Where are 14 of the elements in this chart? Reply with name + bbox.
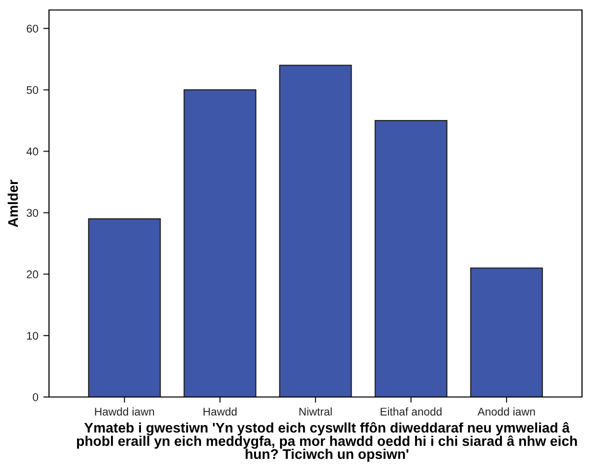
x-tick-label: Hawdd bbox=[204, 407, 237, 416]
x-tick-label: Eithaf anodd bbox=[380, 407, 442, 416]
x-tick-label: Hawdd iawn bbox=[95, 407, 154, 416]
x-axis-title: Ymateb i gwestiwn 'Yn ystod eich cyswllt ffôn diweddaraf neu ymweliad â phobl eraill yn eich meddygfa, pa mor hawdd oedd hi i chi siarad â nhw eich hun? Ticiwch un opsiwn' bbox=[77, 422, 577, 462]
y-axis-title: Amlder bbox=[8, 180, 18, 228]
y-tick-label: 0 bbox=[32, 393, 38, 402]
x-tick-label: Niwtral bbox=[299, 407, 332, 416]
y-tick-label: 30 bbox=[26, 208, 38, 217]
y-tick-label: 50 bbox=[26, 86, 38, 94]
y-tick-label: 60 bbox=[26, 24, 38, 33]
y-tick-label: 10 bbox=[27, 332, 38, 340]
y-tick-label: 20 bbox=[26, 270, 38, 278]
x-tick-label: Anodd iawn bbox=[478, 407, 535, 416]
y-tick-label: 40 bbox=[26, 148, 38, 156]
